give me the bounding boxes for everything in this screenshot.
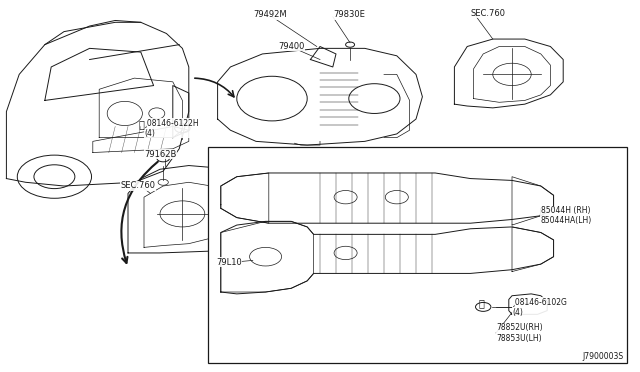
Text: J7900003S: J7900003S xyxy=(583,352,624,361)
Text: ¸: ¸ xyxy=(142,120,147,130)
Text: Ⓑ: Ⓑ xyxy=(479,298,484,308)
Text: 79L10: 79L10 xyxy=(216,258,242,267)
Bar xyxy=(208,147,627,363)
Text: 79400: 79400 xyxy=(278,42,305,51)
Text: 79492M: 79492M xyxy=(253,10,287,19)
Text: 79162B: 79162B xyxy=(144,150,177,159)
Text: Ⓑ: Ⓑ xyxy=(139,119,145,129)
Text: 85044H (RH)
85044HA(LH): 85044H (RH) 85044HA(LH) xyxy=(541,206,592,225)
Text: ¸08146-6102G
(4): ¸08146-6102G (4) xyxy=(512,297,568,317)
Text: 79830E: 79830E xyxy=(333,10,365,19)
Text: 78852U(RH)
78853U(LH): 78852U(RH) 78853U(LH) xyxy=(496,323,543,343)
Text: SEC.760: SEC.760 xyxy=(120,182,156,190)
Text: ¸08146-6122H
(4): ¸08146-6122H (4) xyxy=(144,119,200,138)
Text: SEC.760: SEC.760 xyxy=(470,9,506,17)
